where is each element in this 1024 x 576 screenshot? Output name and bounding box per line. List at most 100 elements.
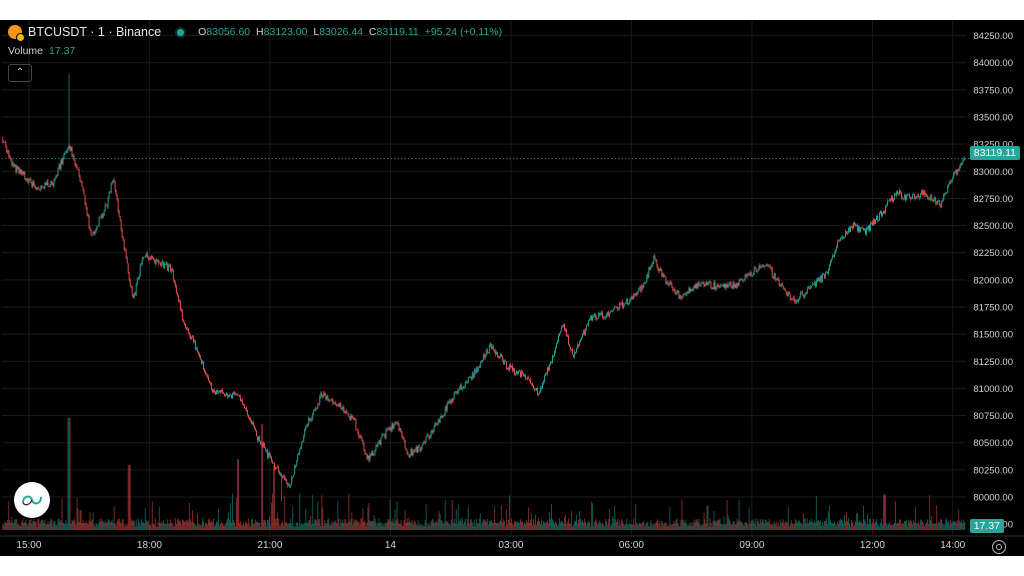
volume-bar [858, 522, 859, 530]
candle-body [221, 390, 222, 392]
candle-body [202, 361, 204, 370]
candle-body [638, 288, 640, 292]
volume-bar [182, 520, 184, 530]
x-tick-label: 14 [385, 540, 397, 551]
candle-body [299, 448, 301, 454]
candle-body [935, 197, 937, 204]
volume-bar [50, 518, 52, 530]
candle-body [279, 472, 281, 475]
candle-body [804, 293, 806, 296]
candle-body [821, 274, 823, 282]
gear-icon[interactable] [992, 540, 1006, 554]
volume-bar [294, 526, 296, 530]
chart-panel[interactable]: 84250.0084000.0083750.0083500.0083250.00… [0, 20, 1024, 556]
candle-body [561, 327, 562, 332]
volume-bar [635, 503, 637, 530]
candle-body [377, 442, 379, 447]
candle-body [16, 166, 18, 172]
candle-body [453, 392, 455, 399]
volume-bar [626, 518, 628, 530]
candle-body [856, 225, 857, 226]
candle-body [232, 393, 233, 399]
candle-body [163, 264, 165, 268]
volume-legend-value: 17.37 [49, 45, 76, 57]
volume-bar [81, 523, 83, 530]
candle-body [216, 390, 217, 395]
volume-bar [931, 515, 933, 530]
volume-bar [401, 525, 403, 530]
candle-body [773, 273, 775, 278]
candle-body [706, 282, 708, 285]
volume-bar [87, 524, 89, 530]
collapse-legend-button[interactable]: ⌃ [8, 64, 32, 82]
candle-body [913, 194, 915, 195]
volume-bar [225, 523, 226, 530]
candle-body [731, 287, 733, 289]
candle-body [934, 197, 936, 200]
volume-bar [554, 523, 555, 530]
volume-bar [932, 523, 934, 530]
volume-bar [384, 522, 386, 530]
volume-bar [522, 524, 524, 530]
candle-body [485, 350, 487, 355]
volume-bar [321, 494, 323, 530]
candle-body [812, 283, 814, 285]
volume-bar [70, 524, 72, 530]
volume-bar [248, 518, 250, 530]
volume-bar [10, 523, 12, 530]
volume-bar [310, 516, 312, 530]
candle-body [388, 428, 390, 430]
volume-bar [180, 525, 182, 530]
volume-bar [462, 524, 464, 530]
x-tick-label: 21:00 [257, 540, 282, 551]
volume-bar [558, 525, 559, 530]
volume-bar [395, 520, 397, 530]
volume-legend: Volume 17.37 [8, 45, 75, 57]
change-value: +95.24 (+0.11%) [424, 26, 503, 38]
candle-body [107, 196, 109, 207]
candle-body [565, 329, 567, 331]
volume-bar [83, 522, 85, 530]
candle-body [513, 368, 515, 375]
volume-bar [284, 495, 286, 530]
volume-bar [569, 523, 571, 530]
volume-bar [92, 512, 94, 530]
volume-bar [327, 519, 329, 530]
y-tick-label: 82250.00 [973, 248, 1013, 259]
candle-body [390, 427, 392, 431]
volume-bar [740, 522, 742, 530]
volume-bar [556, 523, 557, 530]
volume-bar [924, 526, 926, 530]
volume-bar [166, 519, 168, 530]
candle-body [610, 310, 612, 313]
candle-body [516, 371, 518, 374]
volume-bar [360, 518, 362, 530]
candle-body [929, 199, 931, 200]
market-open-icon [177, 28, 185, 36]
volume-bar [954, 521, 956, 530]
candle-body [60, 159, 62, 169]
volume-bar [495, 522, 497, 530]
candle-body [410, 449, 412, 455]
candle-body [124, 249, 126, 251]
tradingview-logo[interactable] [14, 482, 50, 518]
candle-body [663, 273, 665, 277]
candle-body [940, 205, 942, 208]
volume-bar [955, 521, 957, 530]
candle-body [606, 314, 608, 318]
volume-bar [741, 521, 743, 530]
symbol-title[interactable]: BTCUSDT · 1 · Binance [28, 25, 162, 39]
candle-body [549, 364, 550, 371]
candlestick-chart[interactable]: 84250.0084000.0083750.0083500.0083250.00… [0, 20, 1024, 556]
candle-body [65, 151, 67, 153]
volume-bar [584, 518, 586, 530]
candle-body [593, 315, 595, 317]
volume-bar [663, 525, 665, 530]
volume-bar [195, 526, 197, 530]
volume-bar [147, 520, 149, 530]
volume-label: Volume [8, 45, 44, 57]
candle-body [554, 352, 555, 356]
candle-body [404, 440, 406, 448]
volume-bar [479, 513, 481, 530]
candle-body [748, 274, 750, 276]
